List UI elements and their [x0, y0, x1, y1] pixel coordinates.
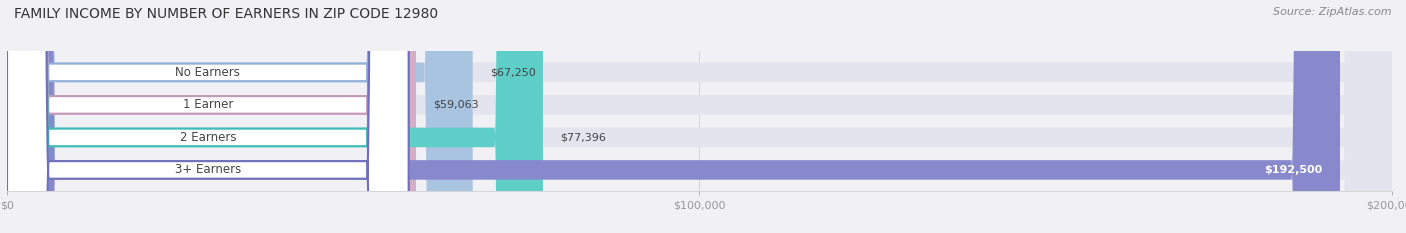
FancyBboxPatch shape	[7, 0, 1392, 233]
FancyBboxPatch shape	[7, 0, 543, 233]
FancyBboxPatch shape	[7, 0, 1392, 233]
Text: $77,396: $77,396	[560, 132, 606, 142]
Text: $67,250: $67,250	[491, 67, 536, 77]
FancyBboxPatch shape	[7, 0, 416, 233]
FancyBboxPatch shape	[7, 0, 1340, 233]
FancyBboxPatch shape	[7, 0, 409, 233]
Text: Source: ZipAtlas.com: Source: ZipAtlas.com	[1274, 7, 1392, 17]
Text: $192,500: $192,500	[1264, 165, 1323, 175]
Text: $59,063: $59,063	[433, 100, 479, 110]
Text: 2 Earners: 2 Earners	[180, 131, 236, 144]
FancyBboxPatch shape	[7, 0, 409, 233]
FancyBboxPatch shape	[7, 0, 1392, 233]
FancyBboxPatch shape	[7, 0, 409, 233]
FancyBboxPatch shape	[7, 0, 472, 233]
Text: 1 Earner: 1 Earner	[183, 98, 233, 111]
Text: 3+ Earners: 3+ Earners	[174, 163, 240, 176]
FancyBboxPatch shape	[7, 0, 409, 233]
Text: No Earners: No Earners	[176, 66, 240, 79]
Text: FAMILY INCOME BY NUMBER OF EARNERS IN ZIP CODE 12980: FAMILY INCOME BY NUMBER OF EARNERS IN ZI…	[14, 7, 439, 21]
FancyBboxPatch shape	[7, 0, 1392, 233]
